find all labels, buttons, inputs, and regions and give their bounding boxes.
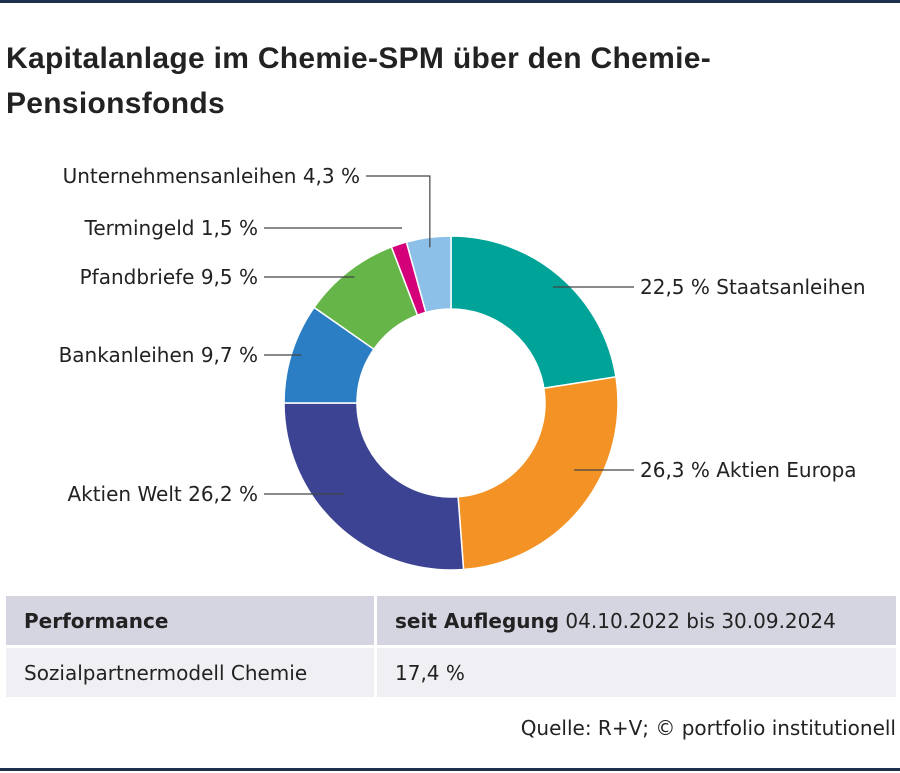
row-name: Sozialpartnermodell Chemie <box>6 648 377 697</box>
slice-label-pfandbriefe: Pfandbriefe 9,5 % <box>80 265 258 289</box>
donut-chart: 22,5 % Staatsanleihen 26,3 % Aktien Europ… <box>59 164 866 571</box>
header-performance: Performance <box>6 596 377 648</box>
performance-table: Performance seit Auflegung 04.10.2022 bi… <box>6 596 896 697</box>
bottom-rule <box>0 768 900 771</box>
slice-label-termingeld: Termingeld 1,5 % <box>84 216 259 240</box>
slice-unternehmensanleihen <box>405 235 452 314</box>
header-period-dates: 04.10.2022 bis 30.09.2024 <box>559 608 836 633</box>
header-period: seit Auflegung 04.10.2022 bis 30.09.2024 <box>377 596 896 648</box>
slice-label-unternehmensanleihen: Unternehmensanleihen 4,3 % <box>63 164 360 188</box>
slice-aktien-europa <box>457 376 619 571</box>
top-rule <box>0 0 900 3</box>
slice-label-bankanleihen: Bankanleihen 9,7 % <box>59 343 258 367</box>
row-value: 17,4 % <box>377 648 896 697</box>
slice-label-aktien-europa: 26,3 % Aktien Europa <box>640 458 857 482</box>
slice-staatsanleihen <box>450 235 617 390</box>
table-header-row: Performance seit Auflegung 04.10.2022 bi… <box>6 596 896 648</box>
slice-aktien-welt <box>283 402 465 571</box>
header-period-bold: seit Auflegung <box>395 608 560 633</box>
source-note: Quelle: R+V; © portfolio institutionell <box>520 716 896 740</box>
chart-title: Kapitalanlage im Chemie-SPM über den Che… <box>6 42 712 120</box>
slice-label-staatsanleihen: 22,5 % Staatsanleihen <box>640 275 866 299</box>
table-row: Sozialpartnermodell Chemie 17,4 % <box>6 648 896 697</box>
leader-line-unternehmensanleihen <box>366 175 431 248</box>
slice-label-aktien-welt: Aktien Welt 26,2 % <box>67 482 258 506</box>
